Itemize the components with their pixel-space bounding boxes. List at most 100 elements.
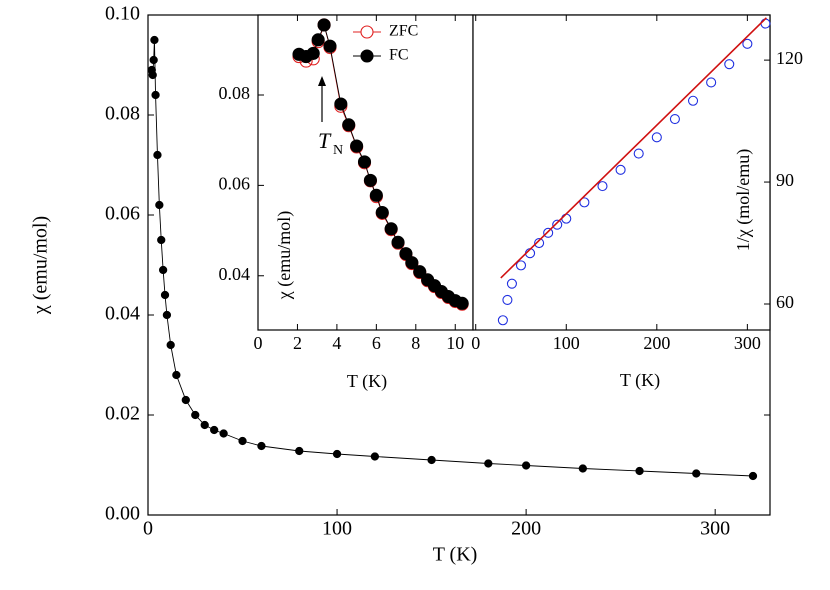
data-point (413, 265, 427, 279)
data-point (219, 429, 228, 438)
data-point (317, 18, 331, 32)
data-point (150, 35, 159, 45)
x-tick-label: 0 (254, 333, 263, 353)
data-point (363, 173, 377, 187)
data-point (181, 395, 190, 405)
data-point (724, 59, 735, 70)
y-tick-label: 0.08 (105, 103, 140, 125)
data-point (615, 164, 626, 175)
data-point (357, 155, 372, 169)
y-tick-label: 0.10 (105, 3, 140, 25)
x-axis-label: T (K) (620, 370, 660, 391)
inset-frame (257, 14, 474, 331)
y-tick-label: 90 (776, 170, 794, 190)
data-point (158, 265, 168, 275)
x-tick-label: 200 (511, 518, 541, 540)
data-point (153, 150, 162, 160)
data-point (633, 148, 644, 159)
x-axis-label: T (K) (347, 371, 387, 392)
data-point (635, 466, 644, 476)
data-point (706, 77, 717, 88)
data-point (160, 290, 170, 300)
data-point (375, 205, 389, 220)
data-point (521, 461, 531, 470)
data-point (579, 197, 590, 208)
data-point (151, 90, 160, 100)
data-point (323, 39, 337, 53)
series-line (500, 17, 767, 279)
data-point (257, 441, 266, 451)
y-tick-label: 0.06 (219, 174, 251, 194)
data-point (166, 340, 175, 350)
data-point (515, 260, 527, 271)
tn-arrow (318, 76, 326, 122)
y-tick-label: 120 (776, 48, 803, 68)
data-point (742, 38, 753, 49)
data-point (350, 139, 364, 153)
y-tick-label: 0.04 (105, 303, 140, 325)
data-point (210, 425, 219, 435)
data-point (162, 310, 172, 320)
inset-frame (472, 14, 771, 331)
data-point (332, 449, 342, 459)
x-tick-label: 300 (734, 333, 761, 353)
data-point (172, 370, 181, 380)
data-point (484, 459, 493, 468)
data-point (306, 46, 320, 60)
data-point (238, 436, 247, 446)
data-point (405, 256, 419, 270)
data-point (748, 471, 758, 481)
y-tick-label: 0.06 (105, 203, 140, 225)
x-tick-label: 200 (643, 333, 670, 353)
data-point (502, 294, 513, 305)
data-point (455, 296, 469, 310)
data-point (399, 247, 413, 261)
data-point (534, 237, 545, 249)
annotation: T (318, 128, 332, 153)
arrow-head (318, 76, 326, 86)
x-tick-label: 10 (446, 333, 464, 353)
y-tick-label: 60 (776, 292, 794, 312)
x-tick-label: 100 (322, 518, 352, 540)
data-point (687, 95, 699, 106)
data-point (497, 315, 508, 326)
data-point (552, 219, 563, 230)
x-tick-label: 100 (553, 333, 580, 353)
data-point (200, 420, 209, 430)
x-tick-label: 0 (143, 518, 153, 540)
data-point (543, 227, 554, 238)
data-point (506, 278, 517, 289)
data-point (369, 188, 383, 202)
data-point (669, 114, 680, 125)
data-point (295, 446, 304, 456)
x-tick-label: 2 (293, 333, 302, 353)
data-point (651, 132, 662, 143)
data-point (311, 33, 325, 47)
y-tick-label: 0.00 (105, 503, 140, 525)
data-point (148, 70, 157, 80)
data-point (427, 455, 436, 465)
data-point (155, 200, 164, 210)
y-axis-label: χ (emu/mol) (274, 211, 295, 300)
data-point (342, 118, 356, 132)
legend-marker (360, 25, 374, 39)
data-point (692, 469, 701, 478)
legend-label: ZFC (389, 23, 418, 40)
x-axis-label: T (K) (433, 544, 478, 566)
data-point (334, 97, 348, 111)
legend-label: FC (389, 47, 409, 64)
data-point (391, 235, 405, 249)
y-tick-label: 0.04 (219, 264, 251, 284)
annotation-subscript: N (333, 143, 343, 158)
x-tick-label: 8 (411, 333, 420, 353)
series-line (151, 39, 754, 477)
data-point (191, 410, 200, 420)
y-tick-label: 0.08 (219, 83, 251, 103)
x-tick-label: 4 (332, 333, 341, 353)
x-tick-label: 0 (471, 333, 480, 353)
data-point (370, 452, 380, 461)
x-tick-label: 300 (700, 518, 730, 540)
legend-marker (360, 49, 374, 63)
